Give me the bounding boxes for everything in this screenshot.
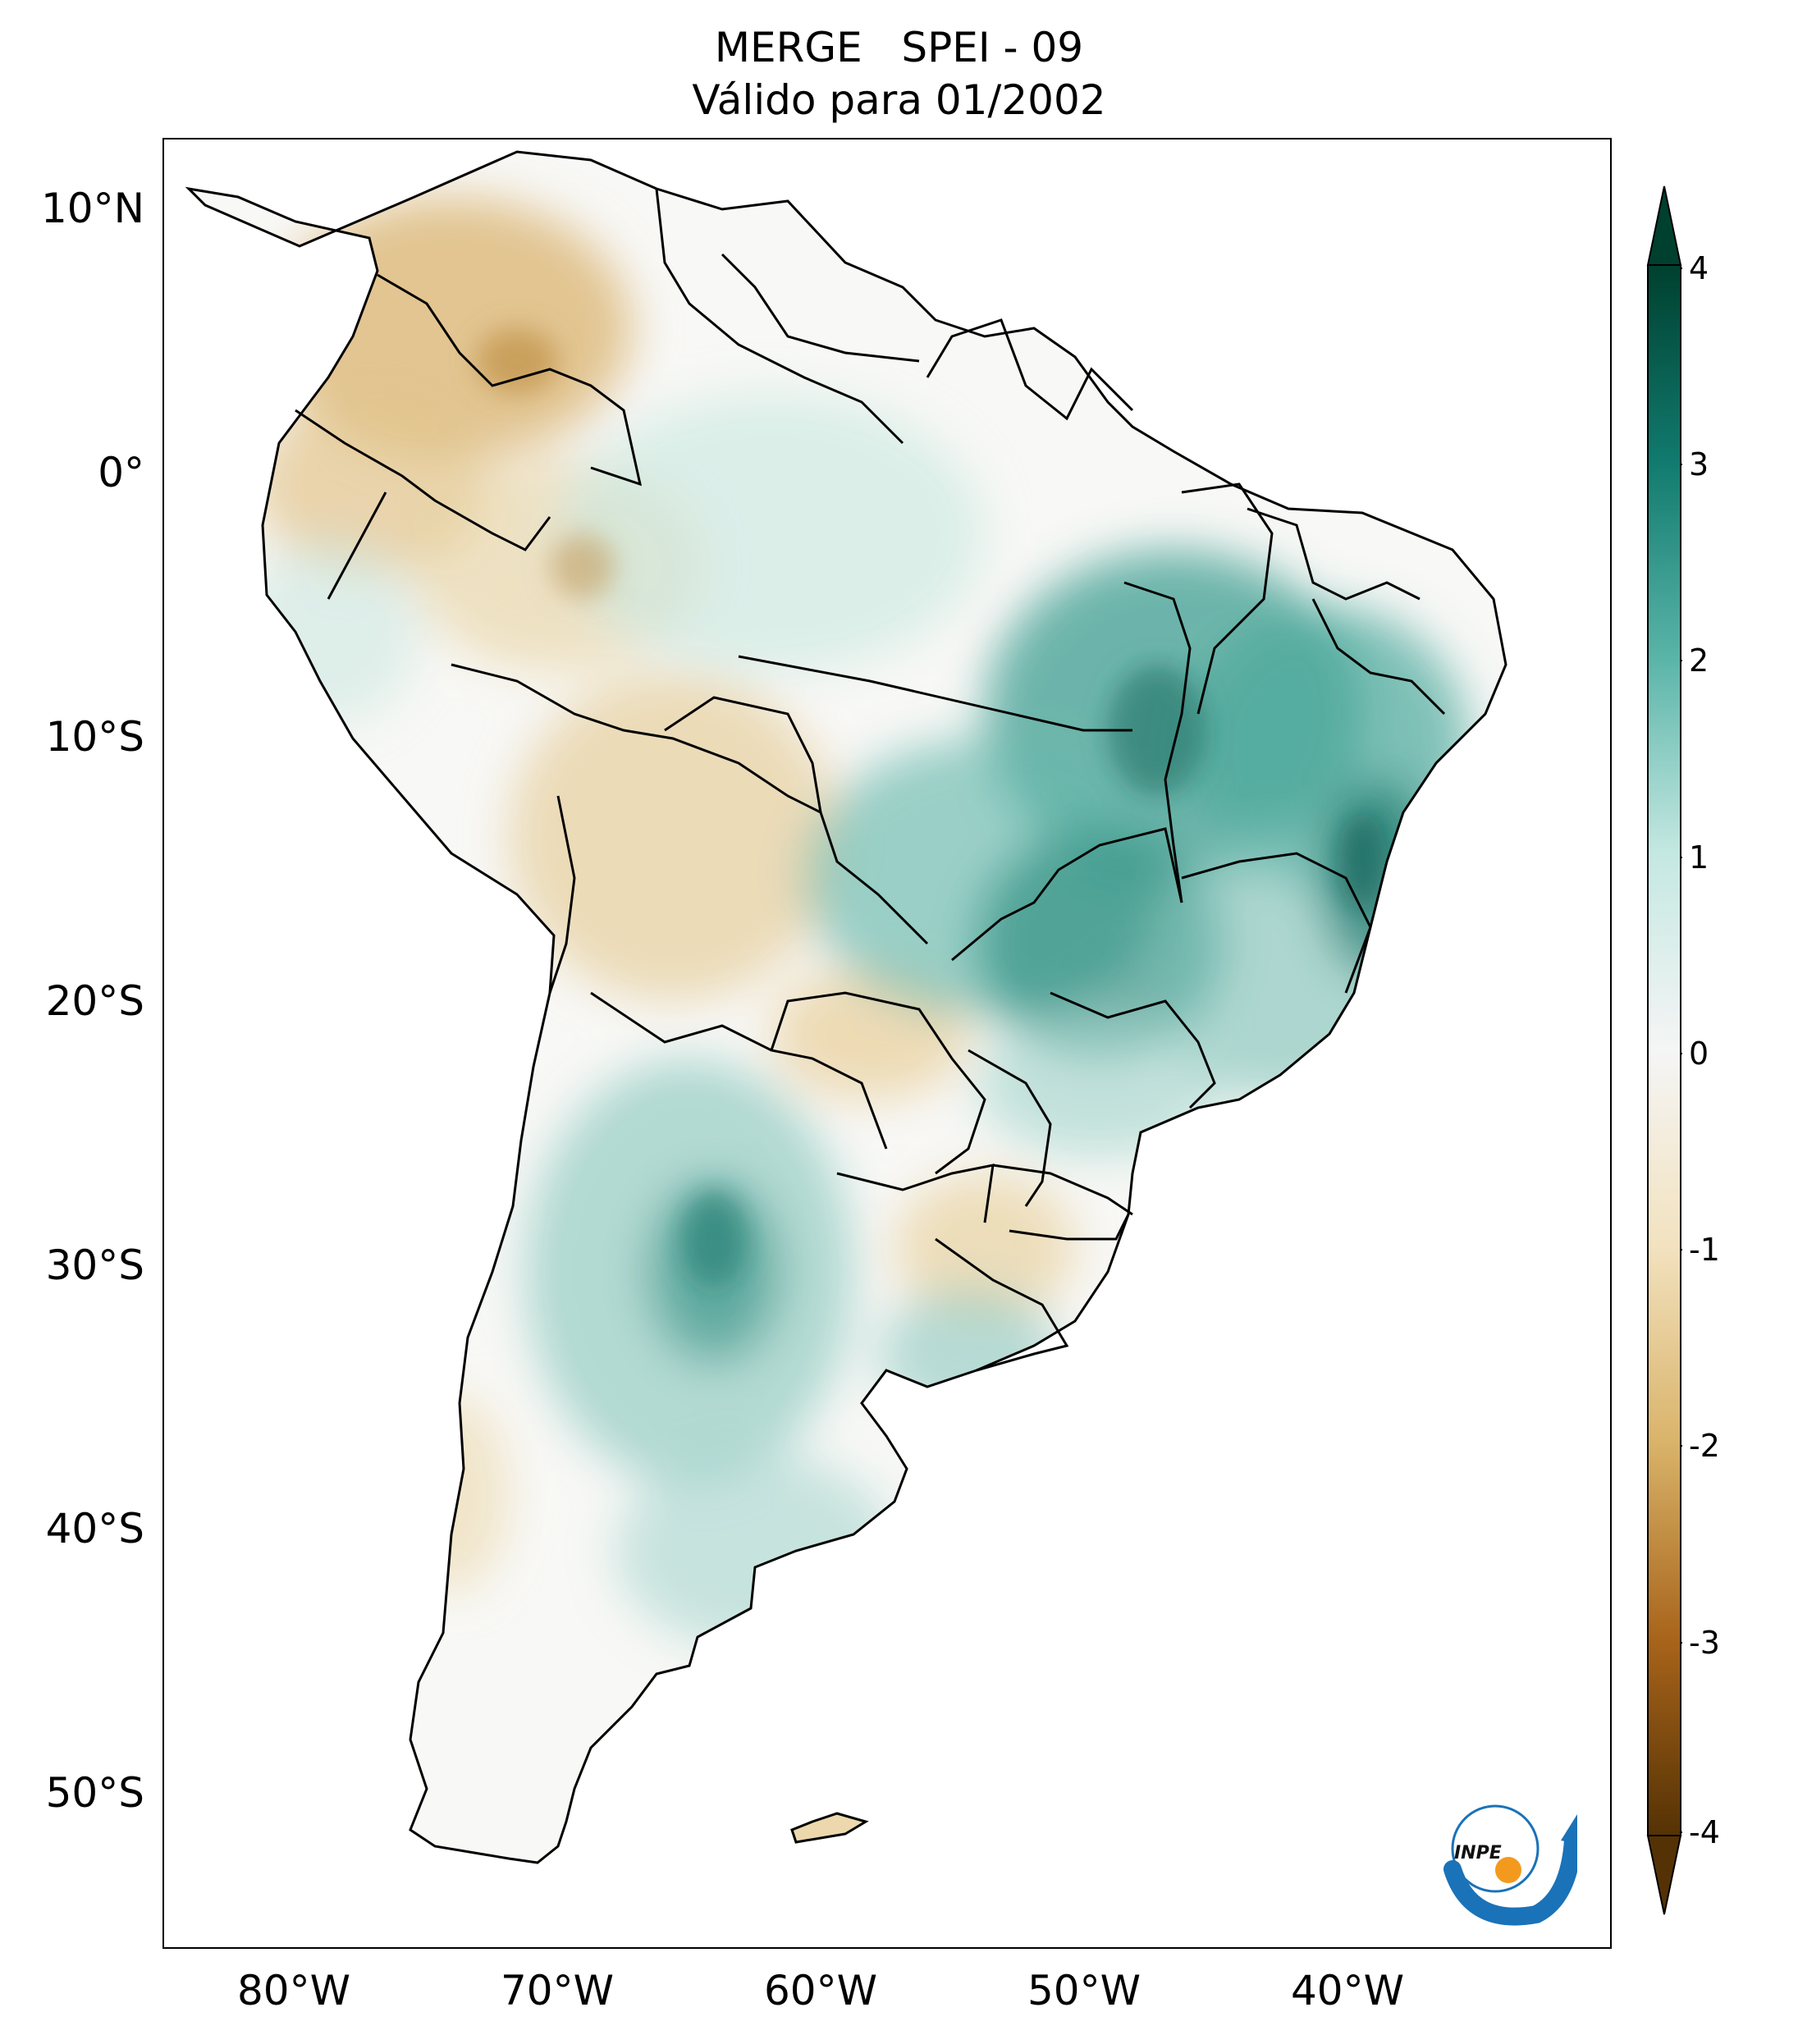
colorbar: [1646, 185, 1682, 1915]
colorbar-label-2: 2: [1689, 642, 1709, 679]
colorbar-label-neg3: -3: [1689, 1625, 1720, 1661]
inpe-logo-text: INPE: [1454, 1843, 1502, 1863]
lon-label-80w: 80°W: [236, 1967, 351, 2014]
colorbar-label-neg2: -2: [1689, 1428, 1720, 1464]
lat-label-0: 0°: [98, 449, 144, 496]
lat-label-30s: 30°S: [45, 1241, 144, 1289]
south-america-map: [187, 150, 1507, 1864]
lon-label-50w: 50°W: [1027, 1967, 1141, 2014]
lon-label-40w: 40°W: [1290, 1967, 1405, 2014]
map-title: MERGE SPEI - 09: [714, 24, 1084, 71]
colorbar-label-4: 4: [1689, 250, 1709, 286]
lat-label-10n: 10°N: [40, 185, 144, 232]
lat-label-20s: 20°S: [45, 977, 144, 1025]
colorbar-min-extend: [1646, 1835, 1682, 1915]
colorbar-max-extend: [1646, 185, 1682, 266]
colorbar-label-1: 1: [1689, 839, 1709, 876]
lon-label-60w: 60°W: [763, 1967, 878, 2014]
colorbar-ticks: [1681, 268, 1682, 1833]
colorbar-label-neg4: -4: [1689, 1814, 1720, 1850]
borders: [187, 150, 1507, 1864]
colorbar-label-0: 0: [1689, 1036, 1709, 1072]
map-panel: [162, 138, 1612, 1949]
lat-label-10s: 10°S: [45, 713, 144, 761]
lat-label-50s: 50°S: [45, 1769, 144, 1817]
lat-label-40s: 40°S: [45, 1505, 144, 1552]
inpe-logo: INPE: [1443, 1804, 1577, 1926]
colorbar-label-neg1: -1: [1689, 1232, 1720, 1268]
falkland-islands: [790, 1812, 869, 1844]
map-subtitle: Válido para 01/2002: [692, 76, 1106, 124]
colorbar-gradient: [1647, 264, 1681, 1836]
colorbar-label-3: 3: [1689, 446, 1709, 482]
lon-label-70w: 70°W: [500, 1967, 615, 2014]
